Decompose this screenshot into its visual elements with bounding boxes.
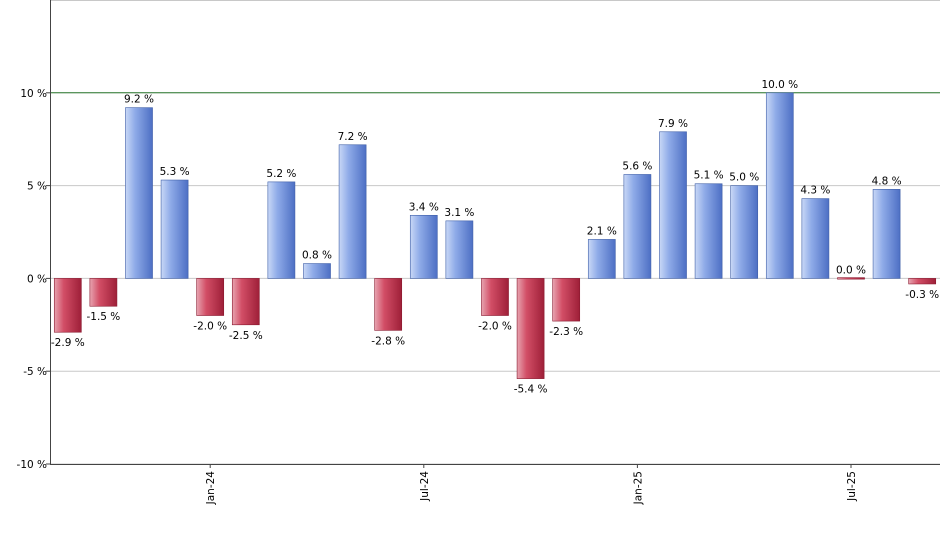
bar (587, 239, 616, 279)
bar (125, 107, 153, 279)
data-label: -2.3 % (549, 326, 583, 338)
x-tick-label: Jan-24 (205, 471, 217, 506)
data-label: 3.4 % (409, 201, 439, 213)
bar (196, 278, 225, 316)
bar (374, 278, 403, 331)
data-label: 0.0 % (836, 264, 866, 276)
data-label: -2.5 % (229, 330, 263, 342)
bar (267, 181, 296, 279)
data-label: -2.9 % (51, 337, 85, 349)
bar (481, 278, 509, 316)
data-label: 9.2 % (124, 94, 154, 106)
bar (659, 131, 687, 279)
bar (445, 220, 474, 279)
bar (765, 92, 794, 279)
data-label: -2.0 % (478, 321, 512, 333)
bar (303, 263, 331, 279)
bar (552, 278, 581, 322)
bars (53, 92, 937, 379)
bar (160, 179, 189, 279)
y-tick-label: 10 % (20, 88, 47, 100)
data-label: 4.8 % (872, 175, 902, 187)
data-label: 5.6 % (622, 160, 652, 172)
x-tick-label: Jul-24 (419, 471, 431, 502)
data-label: 7.9 % (658, 118, 688, 130)
bar (837, 277, 865, 280)
data-label: 3.1 % (444, 207, 474, 219)
bar (730, 185, 759, 279)
data-label: -2.8 % (371, 335, 405, 347)
bar (53, 278, 82, 333)
bar (409, 214, 438, 279)
y-tick-label: -10 % (17, 459, 47, 471)
bar (908, 278, 937, 285)
data-label: 5.1 % (694, 170, 724, 182)
data-label: 5.0 % (729, 172, 759, 184)
y-tick-label: 5 % (27, 181, 47, 193)
bar (89, 278, 118, 307)
y-tick-label: 0 % (27, 273, 47, 285)
data-label: 10.0 % (761, 79, 798, 91)
y-tick-label: -5 % (23, 366, 47, 378)
data-label: -1.5 % (86, 311, 120, 323)
data-labels: -2.9 %-1.5 %9.2 %5.3 %-2.0 %-2.5 %5.2 %0… (51, 79, 939, 396)
data-label: 7.2 % (338, 131, 368, 143)
data-label: 5.3 % (160, 166, 190, 178)
data-label: -0.3 % (905, 289, 939, 301)
x-tick-label: Jul-25 (846, 471, 858, 502)
bar (801, 198, 830, 279)
data-label: 2.1 % (587, 225, 617, 237)
x-tick-label: Jan-25 (632, 471, 644, 505)
data-label: 0.8 % (302, 250, 332, 262)
data-label: 4.3 % (800, 185, 830, 197)
data-label: 5.2 % (266, 168, 296, 180)
bar (872, 189, 901, 279)
bar (516, 278, 545, 379)
bar (694, 183, 723, 279)
data-label: -5.4 % (514, 384, 548, 396)
bar (623, 174, 652, 279)
bar (338, 144, 367, 279)
bar (231, 278, 260, 326)
data-label: -2.0 % (193, 321, 227, 333)
axes: -10 % -5 % 0 % 5 % 10 % Jan-24 Jul-24 Jan-25 Jul… (17, 0, 940, 505)
